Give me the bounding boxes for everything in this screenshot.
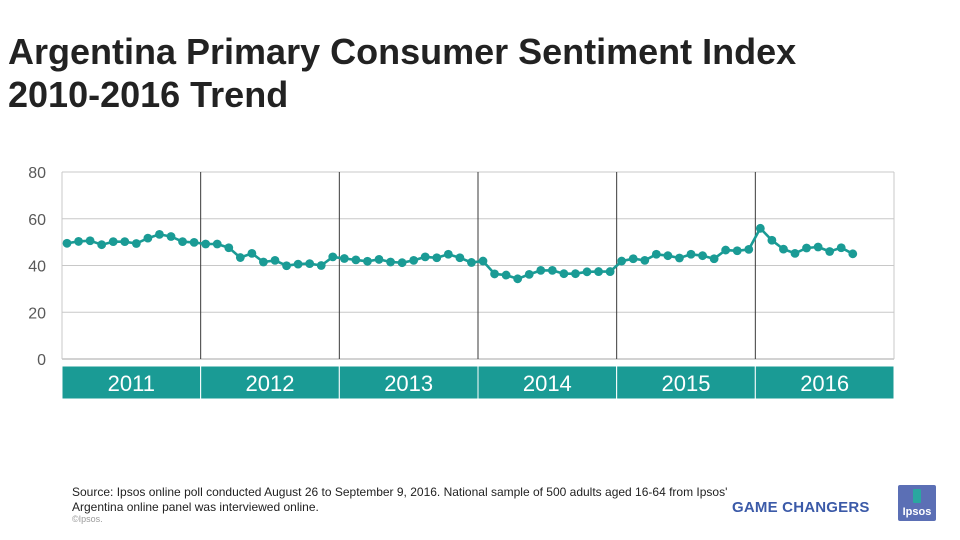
data-point (848, 249, 858, 259)
game-changers-tagline: GAME CHANGERS (732, 499, 870, 516)
sentiment-line-chart: 0 20 40 60 80 2011 2012 2013 2014 2015 2016 (28, 165, 895, 400)
data-point (189, 237, 199, 247)
data-point (582, 267, 592, 277)
data-point (259, 257, 268, 267)
data-point (282, 261, 291, 271)
data-point (270, 255, 280, 265)
year-label-2012: 2012 (246, 371, 295, 396)
data-point (779, 244, 788, 254)
data-point (490, 269, 499, 279)
data-point (420, 252, 430, 262)
data-point (628, 254, 638, 264)
data-point (571, 269, 580, 279)
source-note: Source: Ipsos online poll conducted Augu… (72, 485, 728, 514)
data-point (363, 256, 372, 266)
data-point (651, 249, 661, 259)
data-point (663, 251, 673, 261)
data-point (212, 239, 222, 249)
year-band-2012 (200, 365, 340, 400)
year-label-2013: 2013 (384, 371, 433, 396)
title-line-1: Argentina Primary Consumer Sentiment Ind… (8, 31, 797, 72)
year-band-2014 (477, 365, 618, 400)
data-point (235, 253, 245, 262)
year-band-2011 (61, 365, 202, 400)
data-point (62, 238, 72, 248)
data-point (767, 235, 777, 245)
data-point (605, 267, 615, 276)
data-point (247, 248, 257, 258)
ipsos-logo: Ipsos (898, 485, 936, 521)
logo-mark-icon (913, 489, 921, 503)
data-point (97, 240, 107, 250)
year-label-2016: 2016 (800, 371, 849, 396)
data-point (224, 243, 234, 253)
data-point (536, 266, 546, 275)
data-point (374, 255, 384, 264)
title-line-2: 2010-2016 Trend (8, 74, 289, 115)
data-point (640, 255, 650, 265)
year-band-2016 (754, 365, 895, 400)
data-point (836, 243, 846, 253)
data-point (432, 253, 442, 263)
data-point (409, 255, 419, 265)
y-tick-label: 0 (37, 352, 46, 369)
data-point (305, 259, 315, 269)
data-point (813, 242, 823, 252)
data-point (698, 251, 707, 261)
data-point (293, 259, 303, 269)
data-point (74, 237, 83, 246)
year-label-2014: 2014 (523, 371, 572, 396)
y-tick-label: 80 (28, 165, 46, 182)
data-point (709, 254, 719, 264)
data-point (547, 266, 557, 275)
data-point (467, 258, 476, 267)
data-point (755, 223, 765, 233)
y-tick-label: 60 (28, 212, 46, 229)
data-point (802, 243, 811, 253)
data-point (559, 269, 569, 279)
data-point (501, 270, 511, 280)
data-point (617, 256, 627, 266)
y-tick-label: 40 (28, 259, 46, 276)
data-point (108, 237, 118, 247)
data-point (351, 255, 361, 265)
year-band-2013 (338, 365, 479, 400)
data-point (443, 249, 453, 259)
year-label-2015: 2015 (662, 371, 711, 396)
data-point (85, 236, 95, 246)
y-tick-label: 20 (28, 305, 46, 322)
data-point (513, 274, 523, 284)
data-point (178, 237, 187, 247)
page-title: Argentina Primary Consumer Sentiment Ind… (8, 30, 948, 116)
data-point (675, 253, 684, 263)
data-point (166, 232, 176, 241)
data-point (397, 258, 407, 268)
data-point (825, 247, 835, 256)
data-point (131, 239, 141, 248)
data-point (524, 269, 534, 279)
data-point (120, 237, 130, 247)
data-point (790, 248, 800, 258)
data-point (744, 244, 754, 254)
data-point (201, 239, 211, 249)
data-point (155, 230, 164, 239)
data-point (316, 261, 326, 270)
logo-text: Ipsos (902, 506, 932, 518)
data-point (594, 267, 603, 276)
data-point (686, 249, 696, 259)
copyright-text: ©Ipsos. (72, 514, 103, 524)
data-point (455, 253, 465, 263)
data-point (339, 254, 349, 263)
data-point (478, 256, 488, 266)
data-point (721, 245, 731, 255)
data-point (386, 257, 395, 267)
data-point (732, 246, 742, 256)
year-band-2015 (616, 365, 756, 400)
year-label-2011: 2011 (108, 371, 155, 396)
data-point (328, 252, 338, 262)
data-point (143, 233, 153, 243)
